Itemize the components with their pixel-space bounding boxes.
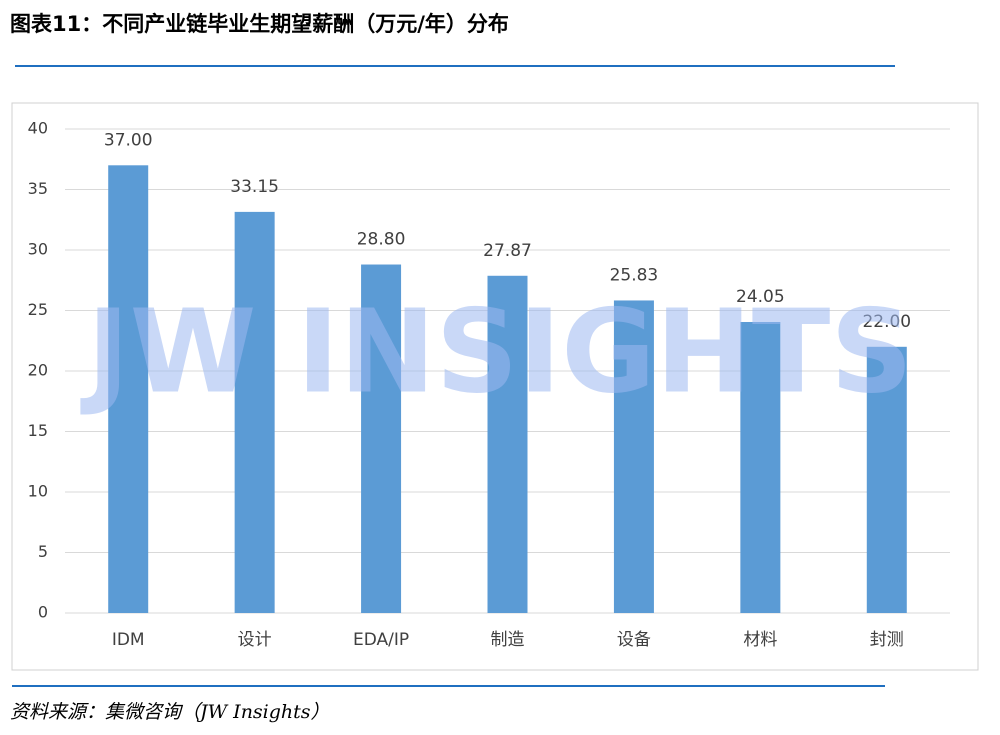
y-tick-label: 25	[28, 300, 48, 319]
bar	[234, 211, 275, 613]
value-label: 24.05	[736, 287, 785, 307]
watermark: JW INSIGHTS	[80, 286, 913, 420]
y-tick-label: 30	[28, 240, 48, 259]
x-tick-label: 材料	[743, 630, 777, 650]
y-tick-label: 5	[38, 542, 48, 561]
bar	[866, 346, 907, 613]
x-tick-label: IDM	[112, 630, 145, 650]
y-tick-label: 40	[28, 119, 48, 138]
bar	[487, 275, 528, 613]
bar	[740, 321, 781, 613]
y-tick-label: 20	[28, 361, 48, 380]
value-label: 37.00	[104, 130, 153, 150]
source: 资料来源：集微咨询（JW Insights）	[10, 701, 330, 723]
bar	[361, 264, 402, 613]
x-tick-label: 制造	[491, 630, 525, 650]
x-tick-label: 设备	[617, 630, 651, 650]
value-label: 22.00	[862, 312, 911, 332]
x-tick-label: 封测	[870, 630, 904, 650]
bar	[108, 165, 149, 614]
value-label: 27.87	[483, 241, 532, 261]
value-label: 33.15	[230, 177, 279, 197]
x-tick-label: 设计	[238, 630, 272, 650]
y-tick-label: 10	[28, 482, 48, 501]
y-tick-label: 15	[28, 421, 48, 440]
x-tick-label: EDA/IP	[353, 630, 409, 650]
plot: 0 5 10 15 20 25 30 35 40 IDM 37.00 设计 33.15 EDA/IP 28.…	[28, 119, 950, 650]
value-label: 28.80	[357, 230, 406, 250]
figure-title: 图表11：不同产业链毕业生期望薪酬（万元/年）分布	[10, 12, 509, 36]
y-tick-label: 0	[38, 603, 48, 622]
bar	[613, 300, 654, 613]
value-label: 25.83	[610, 265, 659, 285]
y-tick-label: 35	[28, 179, 48, 198]
